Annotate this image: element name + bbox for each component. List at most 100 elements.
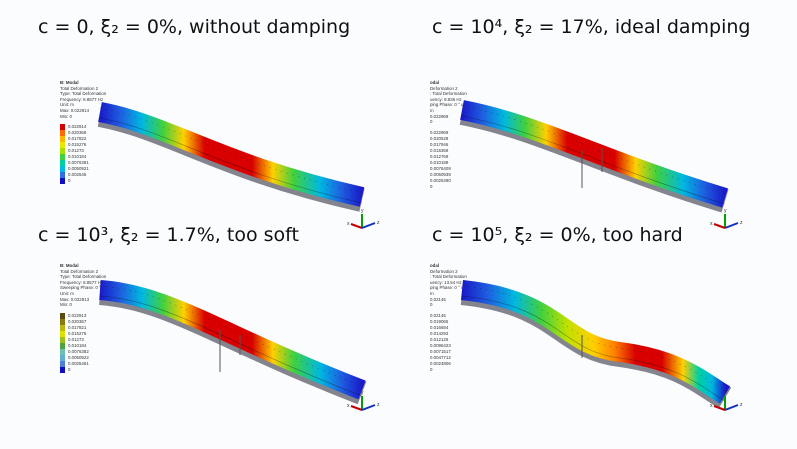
axis-triad-icon: y x z bbox=[710, 208, 743, 229]
legend-row: 0.016684 bbox=[430, 325, 467, 331]
legend-header-line: m bbox=[430, 107, 434, 113]
legend-value: 0.01273 bbox=[68, 148, 84, 154]
legend-swatch bbox=[60, 348, 65, 355]
legend-header-line: uency: 8.836 Hz bbox=[430, 96, 462, 102]
legend-swatch bbox=[60, 130, 65, 137]
legend-row: 0.010184 bbox=[60, 154, 106, 161]
legend-row: 0.01273 bbox=[60, 336, 107, 343]
legend-value: 0 bbox=[430, 366, 433, 372]
axis-label: y bbox=[361, 208, 364, 214]
legend-row: 0.019065 bbox=[430, 319, 467, 325]
axis-label: z bbox=[377, 402, 380, 408]
axis-label: x bbox=[347, 403, 350, 409]
legend-value: 0.0024806 bbox=[430, 360, 451, 366]
legend-row: 0.010184 bbox=[60, 342, 107, 349]
legend-row: 0 bbox=[60, 366, 107, 373]
legend-value: 0.017822 bbox=[68, 136, 87, 142]
axis-triad-icon: y x z bbox=[710, 390, 743, 411]
legend-row: 0.022914 bbox=[60, 124, 106, 131]
legend-value: 0.016684 bbox=[430, 324, 449, 330]
legend-value: 0 bbox=[68, 366, 71, 372]
legend-row: 0.0050922 bbox=[60, 354, 107, 361]
legend-row: 0.020367 bbox=[60, 318, 107, 325]
legend-value: 0.015276 bbox=[68, 330, 87, 336]
legend-header-line: odal bbox=[430, 263, 440, 268]
legend-swatch bbox=[60, 318, 65, 325]
legend-value: 0.012125 bbox=[430, 336, 449, 342]
legend-header-line: : Total Deformation bbox=[430, 91, 467, 97]
legend-value: 0.012769 bbox=[430, 153, 449, 159]
legend-swatch bbox=[60, 154, 65, 161]
legend-header-line: m bbox=[430, 290, 434, 296]
legend-swatch bbox=[60, 366, 65, 373]
legend-row: 0.0047712 bbox=[430, 355, 467, 361]
legend-header-line: Total Deformation 2 bbox=[60, 85, 99, 91]
legend-row: 0.0050939 bbox=[430, 172, 467, 178]
axis-label: x bbox=[710, 403, 713, 409]
legend-header-line: 0.02145 bbox=[430, 296, 446, 302]
beam-0 bbox=[97, 102, 365, 212]
legend-header-line: Min: 0 bbox=[60, 302, 72, 308]
legend-value: 0.0076381 bbox=[68, 160, 89, 166]
legend-value: 0 bbox=[68, 178, 71, 184]
legend-row: 0.015276 bbox=[60, 142, 106, 149]
legend-row: 0.0024806 bbox=[430, 361, 467, 367]
panel-title-bottom-right: c = 10⁵, ξ₂ = 0%, too hard bbox=[432, 224, 683, 246]
legend-value: 0.002546 bbox=[68, 172, 87, 178]
legend-swatch bbox=[60, 172, 65, 179]
legend-value: 0.015276 bbox=[68, 142, 87, 148]
legend-value: 0.02145 bbox=[430, 312, 446, 318]
legend-header-line: ping Phase: 0 ° ud bbox=[430, 102, 466, 108]
legend-bottom-right: odal Deformation 2: Total Deformation uenc… bbox=[430, 263, 467, 373]
legend-header-line: B: Modal bbox=[60, 80, 79, 85]
panel-title-bottom-left: c = 10³, ξ₂ = 1.7%, too soft bbox=[38, 224, 299, 246]
legend-row: 0.015359 bbox=[430, 148, 467, 154]
legend-row: 0.002546 bbox=[60, 172, 106, 179]
legend-header-line: Min: 0 bbox=[60, 113, 72, 119]
axis-label: y bbox=[724, 208, 727, 214]
legend-header-line: uency: 13.54 Hz bbox=[430, 279, 462, 285]
legend-header-line: B: Modal bbox=[60, 263, 79, 268]
legend-value: 0.0076382 bbox=[68, 348, 89, 354]
legend-value: 0.0050939 bbox=[430, 171, 451, 177]
legend-swatch bbox=[60, 336, 65, 343]
legend-bottom-left: B: Modal Total Deformation 2 Type: Total D… bbox=[60, 263, 107, 373]
legend-header-line: ping Phase: 0 ° ud bbox=[430, 285, 466, 291]
legend-header-line: odal bbox=[430, 80, 440, 85]
panel-title-top-left: c = 0, ξ₂ = 0%, without damping bbox=[38, 16, 351, 38]
legend-row: 0 bbox=[430, 184, 467, 190]
legend-header-line: 0 bbox=[430, 119, 433, 125]
legend-row: 0.02145 bbox=[430, 313, 467, 319]
legend-row: 0.0076381 bbox=[60, 160, 106, 167]
legend-row: 0.0096423 bbox=[430, 343, 467, 349]
legend-value: 0.020368 bbox=[68, 130, 87, 136]
legend-swatch bbox=[60, 354, 65, 361]
legend-value: 0.017821 bbox=[68, 324, 87, 330]
legend-header-line: 0.022969 bbox=[430, 113, 449, 119]
axis-triad-icon: y x z bbox=[347, 390, 380, 411]
legend-scale: 0.02145 0.019065 0.016684 0.014293 0.012125 0… bbox=[430, 313, 467, 373]
legend-value: 0.0071517 bbox=[430, 348, 451, 354]
legend-swatch bbox=[60, 342, 65, 349]
legend-value: 0.0025490 bbox=[430, 177, 451, 183]
legend-value: 0.010184 bbox=[68, 342, 87, 348]
legend-row: 0.01273 bbox=[60, 148, 106, 155]
legend-header-line: Deformation 2 bbox=[430, 268, 458, 274]
legend-row: 0 bbox=[430, 367, 467, 373]
beam-3 bbox=[460, 280, 732, 409]
legend-header-line: Frequency: 8.8577 Hz bbox=[60, 279, 104, 285]
legend-header-line: Unit: m bbox=[60, 290, 74, 296]
axis-label: z bbox=[740, 402, 743, 408]
legend-value: 0.0047712 bbox=[430, 354, 451, 360]
legend-row: 0.020528 bbox=[430, 136, 467, 142]
legend-value: 0.020367 bbox=[68, 318, 87, 324]
legend-row: 0.0025490 bbox=[430, 178, 467, 184]
legend-value: 0.019065 bbox=[430, 318, 449, 324]
legend-row: 0.0025461 bbox=[60, 360, 107, 367]
legend-header-line: Sweeping Phase: 0 ° ud bbox=[60, 285, 107, 291]
axis-label: x bbox=[347, 221, 350, 227]
legend-row: 0.020368 bbox=[60, 130, 106, 137]
legend-swatch bbox=[60, 136, 65, 143]
legend-swatch bbox=[60, 124, 65, 131]
